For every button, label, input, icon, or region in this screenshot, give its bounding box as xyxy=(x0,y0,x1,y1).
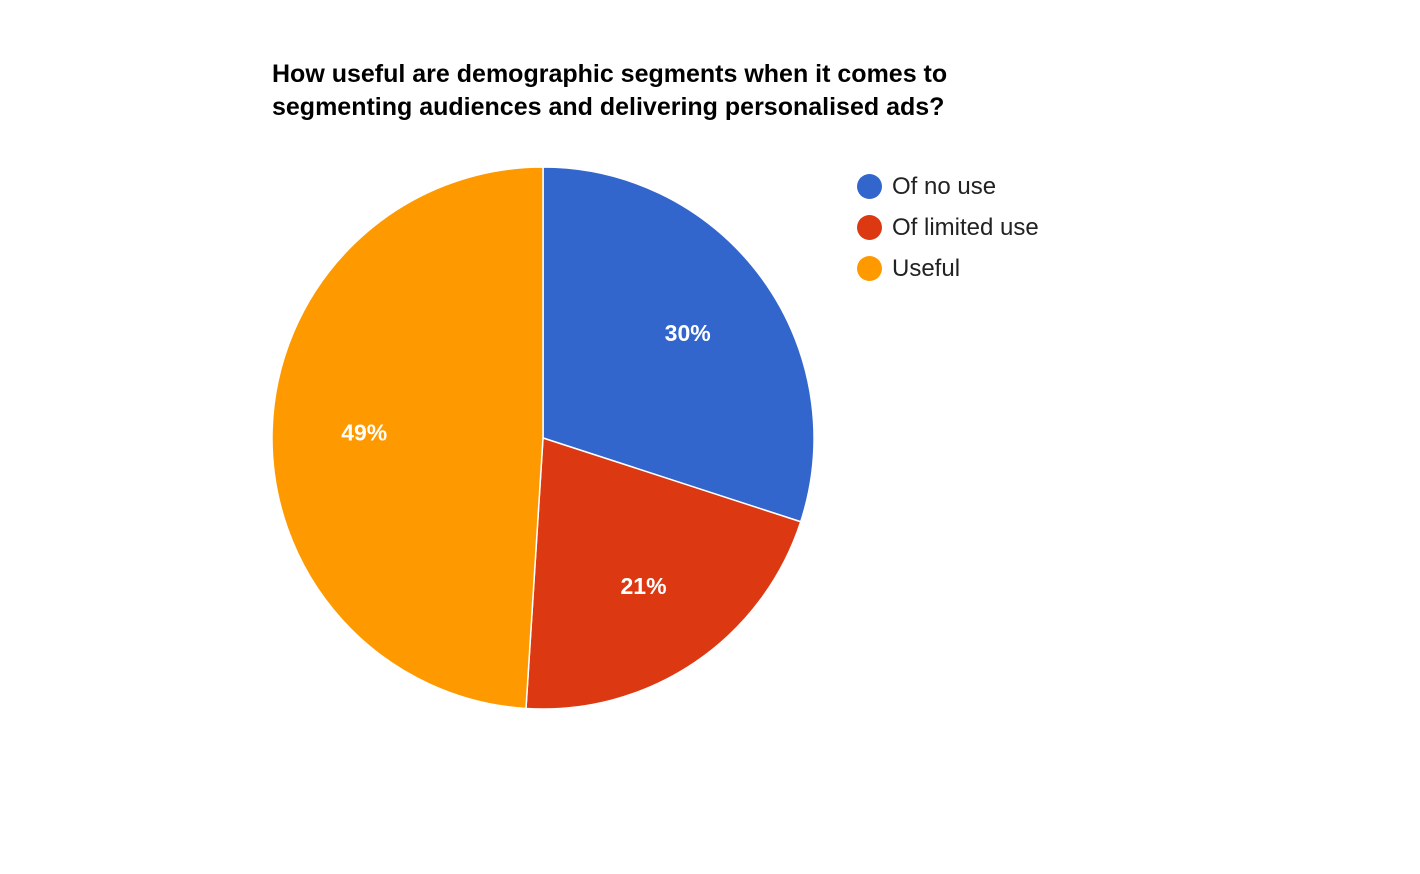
chart-title-line-1: How useful are demographic segments when… xyxy=(272,60,948,88)
legend-item-of-limited-use[interactable]: Of limited use xyxy=(857,207,1039,248)
legend-label-of-limited-use: Of limited use xyxy=(892,213,1039,241)
legend-swatch-useful xyxy=(857,256,882,281)
legend-label-useful: Useful xyxy=(892,254,961,282)
pie-slice-label-of-limited-use: 21% xyxy=(621,573,667,599)
legend-swatch-of-limited-use xyxy=(857,215,882,240)
legend-item-of-no-use[interactable]: Of no use xyxy=(857,166,1039,207)
pie-slice-label-of-no-use: 30% xyxy=(665,320,711,346)
legend: Of no use Of limited use Useful xyxy=(857,166,1039,289)
pie-slice-label-useful: 49% xyxy=(341,419,387,445)
chart-title: How useful are demographic segments when… xyxy=(272,58,1172,124)
legend-label-of-no-use: Of no use xyxy=(892,172,997,200)
chart-title-line-2: segmenting audiences and delivering pers… xyxy=(272,93,945,121)
pie-slice-labels: 30% 21% 49% xyxy=(341,320,711,599)
pie-slices xyxy=(271,166,815,710)
pie-slice-of-limited-use[interactable] xyxy=(525,436,802,710)
legend-item-useful[interactable]: Useful xyxy=(857,248,1039,289)
pie-slice-of-no-use[interactable] xyxy=(542,166,815,523)
legend-swatch-of-no-use xyxy=(857,174,882,199)
pie-slice-useful[interactable] xyxy=(271,166,544,710)
